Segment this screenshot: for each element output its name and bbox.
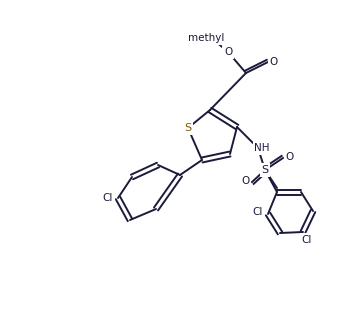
Text: O: O xyxy=(286,152,294,162)
Text: O: O xyxy=(270,57,278,67)
Text: O: O xyxy=(241,176,249,186)
Text: O: O xyxy=(224,47,232,57)
Text: Cl: Cl xyxy=(253,207,263,217)
Text: Cl: Cl xyxy=(302,235,312,245)
Text: methyl: methyl xyxy=(188,33,224,43)
Text: S: S xyxy=(261,165,269,175)
Text: NH: NH xyxy=(254,143,270,153)
Text: Cl: Cl xyxy=(103,193,113,203)
Text: S: S xyxy=(184,123,192,133)
